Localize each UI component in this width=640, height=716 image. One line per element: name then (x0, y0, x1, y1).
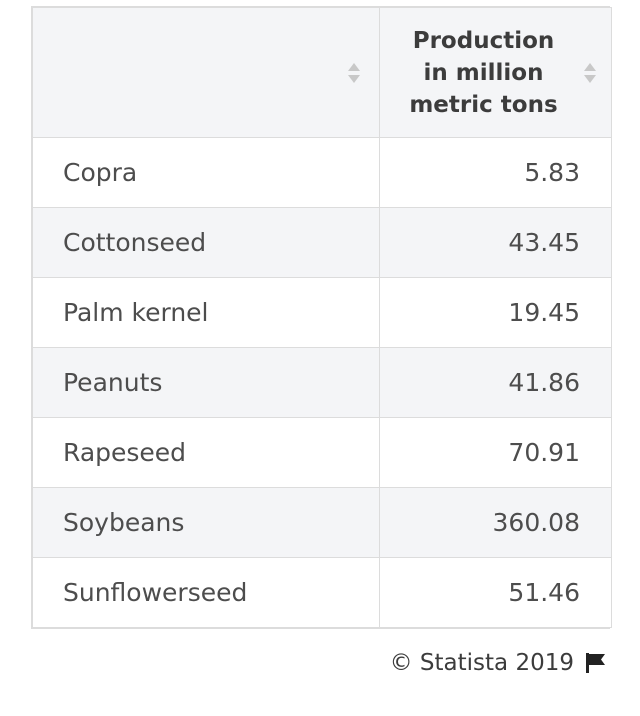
row-value: 41.86 (379, 347, 612, 418)
data-table: Production in million metric tons Copra … (32, 7, 612, 628)
header-line: in million (423, 59, 544, 86)
table-header-row: Production in million metric tons (32, 7, 612, 138)
row-name: Cottonseed (32, 207, 380, 278)
column-header-name[interactable] (32, 7, 380, 138)
row-value: 43.45 (379, 207, 612, 278)
row-name: Sunflowerseed (32, 557, 380, 628)
row-value: 19.45 (379, 277, 612, 348)
data-table-container: Production in million metric tons Copra … (31, 6, 612, 629)
table-row: Palm kernel 19.45 (32, 277, 612, 348)
row-name: Copra (32, 137, 380, 208)
row-value: 70.91 (379, 417, 612, 488)
row-value: 51.46 (379, 557, 612, 628)
table-row: Copra 5.83 (32, 137, 612, 208)
column-header-production-label: Production in million metric tons (380, 25, 611, 121)
row-name: Rapeseed (32, 417, 380, 488)
flag-icon[interactable] (584, 651, 608, 675)
footer-credit: © Statista 2019 (390, 650, 608, 676)
row-name: Soybeans (32, 487, 380, 558)
column-header-production[interactable]: Production in million metric tons (379, 7, 612, 138)
table-row: Peanuts 41.86 (32, 347, 612, 418)
table-row: Sunflowerseed 51.46 (32, 557, 612, 628)
sort-icon[interactable] (583, 62, 597, 84)
table-row: Cottonseed 43.45 (32, 207, 612, 278)
copyright-text: © Statista 2019 (389, 650, 574, 676)
table-row: Soybeans 360.08 (32, 487, 612, 558)
row-name: Peanuts (32, 347, 380, 418)
row-name: Palm kernel (32, 277, 380, 348)
header-line: metric tons (409, 91, 558, 118)
table-row: Rapeseed 70.91 (32, 417, 612, 488)
header-line: Production (412, 27, 555, 54)
sort-icon[interactable] (347, 62, 361, 84)
row-value: 5.83 (379, 137, 612, 208)
row-value: 360.08 (379, 487, 612, 558)
